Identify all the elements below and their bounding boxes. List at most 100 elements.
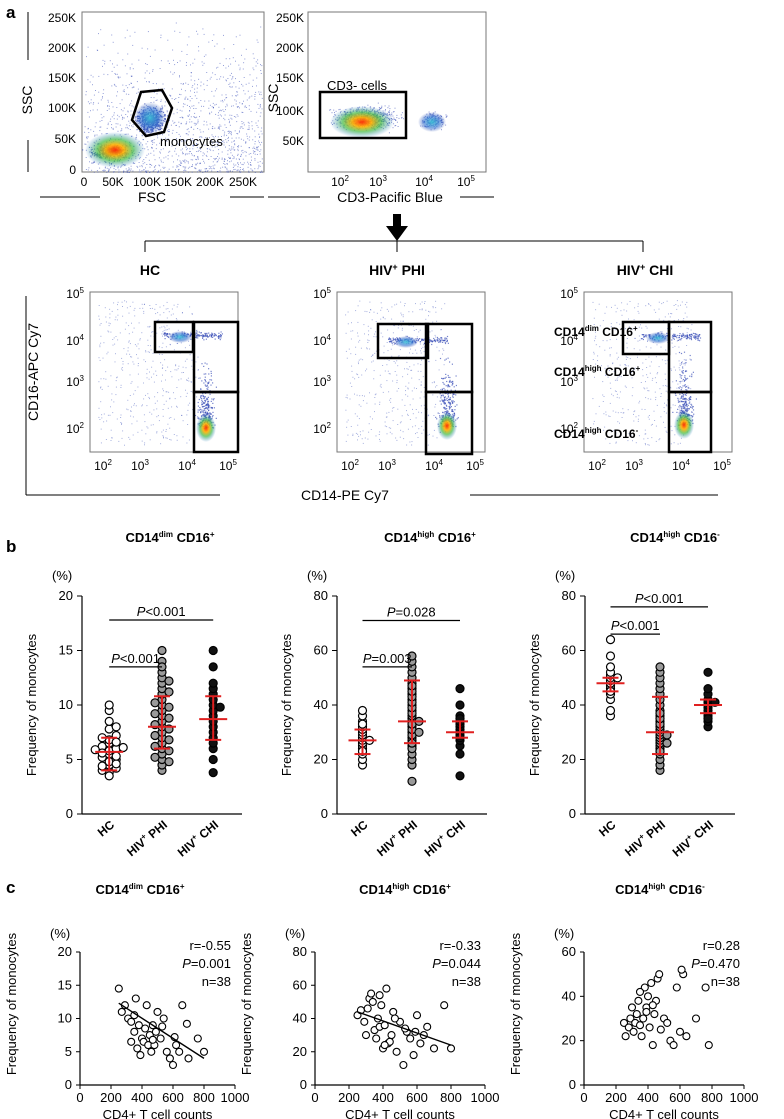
density-dot	[223, 142, 225, 144]
density-dot	[206, 121, 208, 123]
density-dot	[218, 106, 220, 108]
density-dot	[181, 88, 182, 90]
density-dot	[261, 171, 263, 173]
density-dot	[169, 344, 171, 346]
density-dot	[334, 112, 335, 114]
density-dot	[188, 153, 190, 155]
density-dot	[354, 393, 355, 395]
density-dot	[167, 423, 169, 425]
density-dot	[421, 412, 422, 414]
density-dot	[143, 169, 145, 170]
density-dot	[401, 112, 403, 114]
density-dot	[398, 388, 400, 389]
density-dot	[174, 150, 176, 152]
density-dot	[131, 356, 133, 358]
density-dot	[366, 348, 368, 350]
density-dot	[215, 335, 217, 337]
density-dot	[213, 34, 215, 36]
density-dot	[439, 339, 441, 341]
density-dot	[635, 327, 637, 329]
density-dot	[161, 367, 163, 369]
density-dot	[117, 91, 118, 93]
density-dot	[357, 361, 359, 363]
density-dot	[174, 139, 176, 140]
density-dot	[236, 91, 238, 93]
density-dot	[174, 369, 176, 371]
density-dot	[207, 400, 210, 402]
density-dot	[151, 143, 153, 145]
density-dot	[225, 139, 227, 141]
density-dot	[410, 369, 412, 371]
density-dot	[227, 153, 229, 155]
density-dot	[235, 78, 236, 80]
density-dot	[435, 340, 437, 342]
density-dot	[445, 411, 447, 413]
density-dot	[162, 342, 164, 344]
density-dot	[98, 318, 100, 320]
density-dot	[228, 136, 229, 138]
density-dot	[631, 332, 633, 334]
density-dot	[213, 137, 215, 139]
density-dot	[242, 112, 244, 113]
density-dot	[206, 170, 208, 172]
density-dot	[397, 365, 399, 367]
density-dot	[92, 84, 93, 86]
density-dot	[186, 133, 188, 135]
density-dot	[418, 379, 420, 381]
density-dot	[188, 439, 190, 441]
density-dot	[210, 372, 212, 374]
density-dot	[192, 164, 193, 166]
density-dot	[115, 353, 116, 355]
density-dot	[103, 169, 105, 171]
density-dot	[207, 382, 209, 384]
density-dot	[233, 146, 235, 148]
density-dot	[417, 363, 419, 365]
density-dot	[616, 396, 618, 398]
density-dot	[165, 391, 167, 393]
density-dot	[223, 163, 225, 164]
density-dot	[228, 130, 230, 132]
density-dot	[162, 166, 164, 168]
density-dot	[393, 117, 395, 119]
density-dot	[259, 115, 261, 117]
density-dot	[208, 159, 210, 160]
density-dot	[182, 160, 184, 162]
density-dot	[129, 122, 131, 124]
density-dot	[156, 93, 158, 95]
density-dot	[107, 170, 109, 172]
density-dot	[200, 100, 202, 101]
density-dot	[207, 413, 209, 415]
density-dot	[367, 438, 369, 440]
density-dot	[85, 94, 87, 96]
density-dot	[171, 145, 173, 147]
density-dot	[248, 127, 250, 129]
density-dot	[116, 418, 118, 420]
density-dot	[207, 400, 209, 402]
x-tick: 103	[131, 458, 149, 473]
density-dot	[178, 379, 180, 381]
density-dot	[452, 413, 454, 415]
density-dot	[430, 340, 432, 342]
density-dot	[436, 339, 438, 341]
density-dot	[145, 361, 146, 363]
density-dot	[168, 168, 170, 170]
density-dot	[157, 137, 159, 139]
density-dot	[163, 325, 165, 327]
density-dot	[180, 149, 182, 151]
density-dot	[210, 336, 212, 338]
density-dot	[202, 335, 204, 337]
density-dot	[330, 109, 332, 111]
density-dot	[234, 168, 236, 170]
density-dot	[197, 405, 199, 407]
density-dot	[396, 114, 398, 116]
density-dot	[145, 63, 147, 65]
density-dot	[147, 31, 149, 33]
density-dot	[206, 363, 208, 365]
density-dot	[195, 333, 197, 335]
density-dot	[206, 412, 208, 414]
density-dot	[109, 323, 111, 325]
density-dot	[211, 168, 213, 170]
density-dot	[206, 388, 208, 390]
density-dot	[116, 319, 118, 321]
density-dot	[130, 165, 132, 167]
